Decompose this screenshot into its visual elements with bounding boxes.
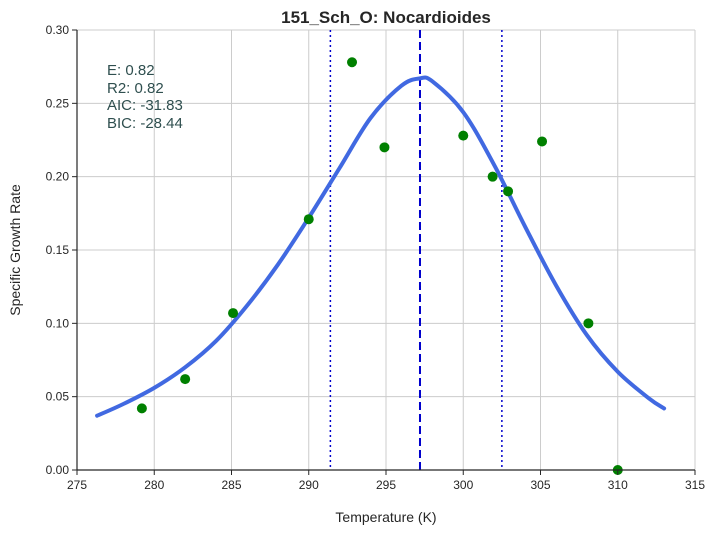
reference-lines (329, 30, 503, 470)
y-tick-label: 0.20 (46, 170, 70, 184)
y-axis-label: Specific Growth Rate (7, 184, 23, 316)
data-point (458, 130, 469, 141)
x-axis-label: Temperature (K) (335, 509, 436, 525)
x-tick-label: 310 (608, 478, 628, 492)
fit-curve-layer (95, 75, 667, 418)
x-tick-label: 280 (144, 478, 164, 492)
stats-annotation: E: 0.82 R2: 0.82 AIC: -31.83 BIC: -28.44 (107, 62, 183, 132)
y-tick-label: 0.30 (46, 23, 70, 37)
annotation-e: E: 0.82 (107, 62, 155, 79)
x-tick-label: 305 (530, 478, 550, 492)
x-tick-label: 300 (453, 478, 473, 492)
data-points (136, 57, 623, 475)
fit-curve (95, 75, 667, 418)
y-tick-label: 0.00 (46, 463, 70, 477)
x-tick-label: 285 (221, 478, 241, 492)
data-point (583, 318, 594, 329)
annotation-r2: R2: 0.82 (107, 80, 164, 97)
y-tick-label: 0.25 (46, 96, 70, 110)
x-tick-label: 315 (685, 478, 705, 492)
y-tick-label: 0.15 (46, 243, 70, 257)
tick-labels: 275 280 285 290 295 300 305 310 315 0.00 0.05 0.10 0… (46, 23, 706, 492)
grid (76, 29, 696, 471)
x-tick-label: 295 (376, 478, 396, 492)
x-tick-label: 275 (67, 478, 87, 492)
y-tick-label: 0.05 (46, 390, 70, 404)
data-point (537, 136, 548, 147)
annotation-aic: AIC: -31.83 (107, 97, 183, 114)
data-point (379, 142, 390, 153)
data-point (503, 186, 514, 197)
data-point (487, 171, 498, 182)
chart-title: 151_Sch_O: Nocardioides (281, 8, 491, 27)
data-point (228, 308, 239, 319)
data-point (347, 57, 358, 68)
x-tick-label: 290 (299, 478, 319, 492)
data-point (136, 403, 147, 414)
annotation-bic: BIC: -28.44 (107, 115, 183, 132)
data-point (303, 214, 314, 225)
y-tick-label: 0.10 (46, 316, 70, 330)
data-point (180, 374, 191, 385)
